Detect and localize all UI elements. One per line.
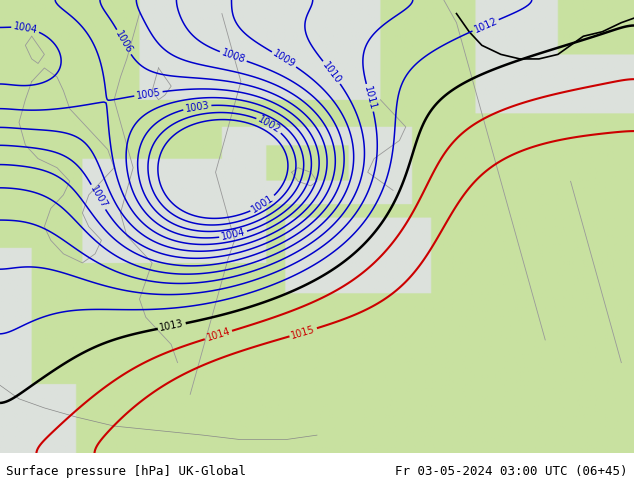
Text: 1001: 1001 <box>250 194 276 215</box>
Text: 1005: 1005 <box>136 87 162 100</box>
Text: 1004: 1004 <box>220 227 246 243</box>
Text: 1009: 1009 <box>271 49 297 70</box>
Text: 1012: 1012 <box>472 16 499 35</box>
Text: 1007: 1007 <box>87 184 108 210</box>
Text: 1013: 1013 <box>158 318 184 333</box>
Text: 1003: 1003 <box>184 100 210 114</box>
Text: 1008: 1008 <box>220 48 247 65</box>
Text: 1010: 1010 <box>320 60 343 85</box>
Text: Surface pressure [hPa] UK-Global: Surface pressure [hPa] UK-Global <box>6 465 247 478</box>
Text: 1002: 1002 <box>256 114 282 135</box>
Text: 1015: 1015 <box>290 324 316 341</box>
Text: 1004: 1004 <box>13 21 39 35</box>
Text: Fr 03-05-2024 03:00 UTC (06+45): Fr 03-05-2024 03:00 UTC (06+45) <box>395 465 628 478</box>
Text: 1006: 1006 <box>113 29 134 55</box>
Text: 1011: 1011 <box>362 85 378 111</box>
Text: 1014: 1014 <box>205 327 231 343</box>
